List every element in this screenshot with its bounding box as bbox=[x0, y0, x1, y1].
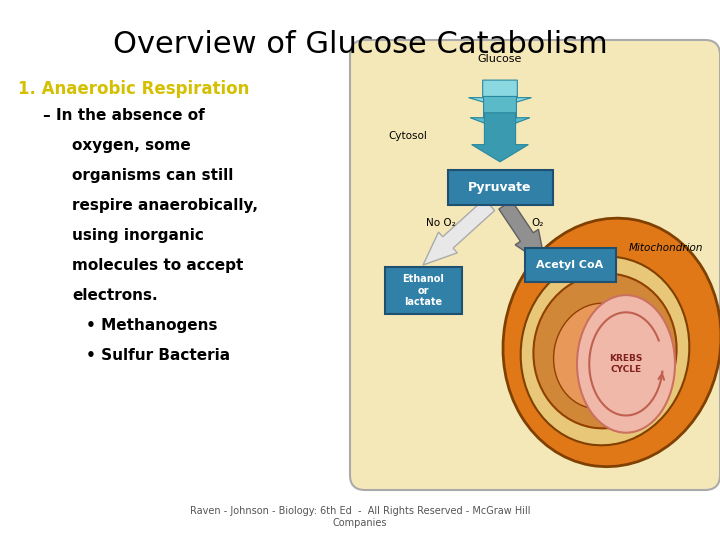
Text: No O₂: No O₂ bbox=[426, 218, 456, 228]
Ellipse shape bbox=[554, 303, 647, 409]
Text: Acetyl CoA: Acetyl CoA bbox=[536, 260, 603, 270]
Polygon shape bbox=[469, 80, 531, 107]
Text: using inorganic: using inorganic bbox=[72, 228, 204, 243]
Text: • Sulfur Bacteria: • Sulfur Bacteria bbox=[86, 348, 230, 363]
Text: Pyruvate: Pyruvate bbox=[468, 181, 532, 194]
FancyBboxPatch shape bbox=[524, 248, 616, 282]
Text: Glucose: Glucose bbox=[478, 55, 522, 64]
Polygon shape bbox=[499, 200, 546, 265]
FancyBboxPatch shape bbox=[350, 40, 720, 490]
Ellipse shape bbox=[534, 274, 677, 428]
Text: Overview of Glucose Catabolism: Overview of Glucose Catabolism bbox=[112, 30, 608, 59]
Text: oxygen, some: oxygen, some bbox=[72, 138, 191, 153]
Text: organisms can still: organisms can still bbox=[72, 168, 233, 183]
Ellipse shape bbox=[503, 218, 720, 467]
Polygon shape bbox=[470, 97, 530, 129]
Text: Mitochondrion: Mitochondrion bbox=[629, 243, 703, 253]
Text: KREBS
CYCLE: KREBS CYCLE bbox=[609, 354, 643, 374]
Text: Ethanol
or
lactate: Ethanol or lactate bbox=[402, 274, 444, 307]
Text: respire anaerobically,: respire anaerobically, bbox=[72, 198, 258, 213]
Polygon shape bbox=[423, 199, 495, 265]
Ellipse shape bbox=[521, 256, 689, 446]
Text: Cytosol: Cytosol bbox=[388, 131, 427, 141]
Polygon shape bbox=[472, 113, 528, 162]
Text: O₂: O₂ bbox=[531, 218, 544, 228]
Text: Raven - Johnson - Biology: 6th Ed  -  All Rights Reserved - McGraw Hill
Companie: Raven - Johnson - Biology: 6th Ed - All … bbox=[190, 507, 530, 528]
Text: molecules to accept: molecules to accept bbox=[72, 258, 243, 273]
FancyBboxPatch shape bbox=[384, 267, 462, 314]
Text: • Methanogens: • Methanogens bbox=[86, 318, 218, 333]
Text: 1. Anaerobic Respiration: 1. Anaerobic Respiration bbox=[18, 80, 249, 98]
Text: – In the absence of: – In the absence of bbox=[43, 108, 205, 123]
FancyBboxPatch shape bbox=[448, 171, 552, 205]
Text: electrons.: electrons. bbox=[72, 288, 158, 303]
Ellipse shape bbox=[577, 295, 675, 433]
